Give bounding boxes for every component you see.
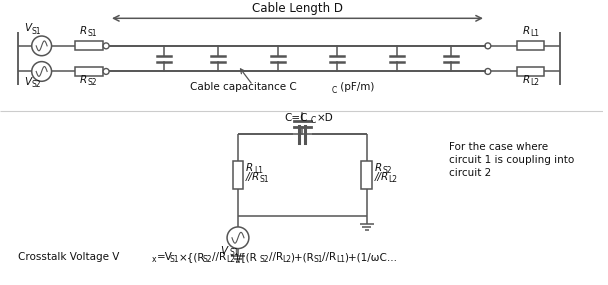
Text: )+(R: )+(R (291, 253, 314, 262)
Circle shape (485, 68, 491, 74)
Text: circuit 2: circuit 2 (449, 168, 491, 178)
Text: S1: S1 (313, 255, 323, 264)
Text: L2: L2 (226, 255, 235, 264)
Text: L2: L2 (283, 255, 292, 264)
Text: //R: //R (269, 253, 283, 262)
Text: circuit 1 is coupling into: circuit 1 is coupling into (449, 155, 575, 165)
Text: Cable Length D: Cable Length D (252, 2, 343, 15)
Text: C: C (331, 86, 336, 95)
Text: R: R (522, 75, 530, 85)
Text: x: x (152, 255, 156, 264)
Text: S1: S1 (170, 255, 179, 264)
Text: S2: S2 (88, 78, 97, 87)
Bar (361, 162, 372, 189)
Text: ×{(R: ×{(R (179, 253, 205, 262)
Text: S1: S1 (88, 29, 97, 38)
Text: R: R (375, 163, 382, 173)
Text: R: R (79, 26, 86, 36)
Text: Crosstalk Voltage V: Crosstalk Voltage V (18, 253, 119, 262)
Text: L1: L1 (336, 255, 345, 264)
Bar (75, 67, 103, 76)
Text: (pF/m): (pF/m) (337, 82, 375, 92)
Bar (75, 41, 103, 50)
Text: S2: S2 (383, 166, 392, 175)
Text: S1: S1 (260, 175, 269, 184)
Text: S2: S2 (202, 255, 212, 264)
Bar (517, 41, 544, 50)
Text: V: V (24, 23, 31, 33)
Text: V: V (24, 77, 31, 87)
Text: S1: S1 (32, 27, 41, 36)
Text: S2: S2 (260, 255, 269, 264)
Text: C: C (310, 116, 316, 125)
Text: C=C: C=C (285, 113, 308, 123)
Bar (517, 67, 544, 76)
Text: R: R (79, 75, 86, 85)
Text: =V: =V (157, 253, 173, 262)
Text: V: V (220, 245, 227, 256)
Text: L1: L1 (254, 166, 263, 175)
Text: L1: L1 (531, 29, 539, 38)
Text: //R: //R (375, 172, 389, 182)
Text: //R: //R (246, 172, 260, 182)
Text: //R: //R (322, 253, 336, 262)
Text: ×D: ×D (316, 113, 333, 123)
Text: R: R (246, 163, 253, 173)
Bar (232, 162, 243, 189)
Text: L2: L2 (389, 175, 398, 184)
Text: S2: S2 (32, 80, 41, 89)
Text: R: R (522, 26, 530, 36)
Text: S1: S1 (229, 249, 238, 257)
Text: )+(1/ωC...: )+(1/ωC... (344, 253, 397, 262)
Text: For the case where: For the case where (449, 142, 548, 152)
Circle shape (485, 43, 491, 49)
Text: Cable capacitance C: Cable capacitance C (190, 82, 297, 92)
Circle shape (103, 43, 109, 49)
Text: )/[(R: )/[(R (234, 253, 257, 262)
Text: L2: L2 (531, 78, 539, 87)
Circle shape (103, 68, 109, 74)
Text: //R: //R (212, 253, 226, 262)
